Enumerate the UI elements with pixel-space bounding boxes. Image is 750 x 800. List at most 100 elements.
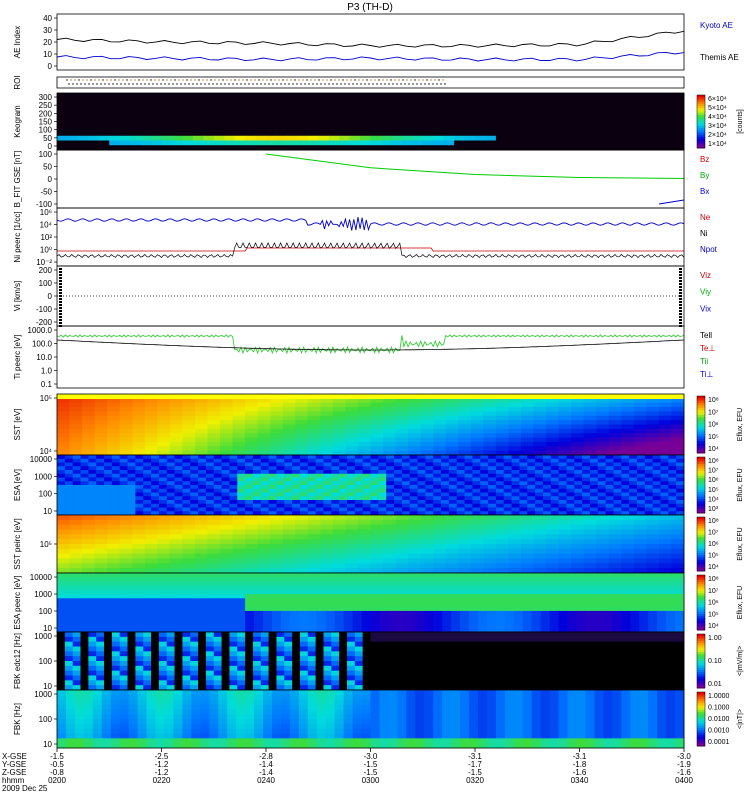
heatmap-cell (57, 473, 66, 478)
heatmap-cell (483, 558, 497, 564)
heatmap-cell (652, 131, 664, 137)
heatmap-cell (65, 619, 76, 624)
heatmap-cell (316, 573, 327, 578)
heatmap-cell (119, 615, 130, 620)
heatmap-cell (361, 606, 371, 612)
heatmap-cell (232, 402, 246, 408)
heatmap-cell (362, 492, 371, 497)
heatmap-cell (458, 441, 472, 447)
heatmap-cell (485, 93, 497, 99)
heatmap-cell (221, 632, 230, 638)
heatmap-cell (594, 606, 604, 612)
heatmap-cell (144, 563, 158, 569)
heatmap-cell (295, 529, 309, 535)
heatmap-cell (57, 433, 70, 438)
heatmap-cell (652, 488, 661, 493)
heatmap-cell (362, 500, 371, 505)
heatmap-cell (224, 131, 236, 137)
ytick-label: 10⁻² (36, 258, 52, 267)
heatmap-cell (433, 500, 442, 505)
heatmap-cell (271, 589, 282, 595)
heatmap-cell (666, 602, 676, 608)
heatmap-cell (370, 558, 384, 564)
ytick-label: -200 (36, 318, 53, 327)
heatmap-cell (394, 500, 403, 505)
heatmap-cell (339, 116, 350, 122)
heatmap-cell (483, 515, 497, 521)
heatmap-cell (433, 446, 447, 452)
heatmap-cell (388, 589, 398, 595)
heatmap-cell (370, 515, 384, 521)
heatmap-cell (182, 623, 192, 629)
ytick-label: 0 (48, 175, 53, 184)
heatmap-cell (456, 477, 465, 482)
legend-temperature: Te⊥ (700, 344, 715, 353)
heatmap-cell (408, 420, 422, 425)
heatmap-cell (282, 437, 296, 443)
heatmap-cell (220, 568, 233, 574)
heatmap-cell (660, 636, 669, 643)
heatmap-cell (166, 511, 175, 516)
heatmap-cell (354, 503, 364, 508)
legend-density: Ne (700, 213, 711, 222)
heatmap-cell (415, 585, 425, 591)
ytick-label: 50 (43, 134, 52, 143)
heatmap-cell (174, 466, 183, 471)
colorbar-cell (697, 445, 705, 449)
heatmap-cell (192, 102, 204, 108)
heatmap-cell (339, 636, 348, 643)
heatmap-cell (119, 496, 128, 501)
heatmap-cell (57, 610, 67, 616)
heatmap-cell (569, 93, 580, 99)
heatmap-cell (111, 636, 121, 643)
heatmap-cell (537, 93, 549, 99)
heatmap-cell (266, 93, 277, 99)
heatmap-cell (263, 589, 273, 595)
heatmap-cell (511, 632, 520, 638)
roi-dot (142, 79, 144, 81)
heatmap-cell (307, 623, 318, 629)
heatmap-cell (207, 524, 221, 530)
heatmap-cell (663, 121, 674, 127)
heatmap-cell (343, 602, 353, 608)
heatmap-cell (151, 500, 160, 505)
colorbar-cell (697, 400, 705, 404)
heatmap-cell (448, 485, 458, 490)
heatmap-cell (360, 145, 371, 151)
heatmap-cell (151, 455, 160, 460)
heatmap-cell (316, 577, 327, 582)
heatmap-cell (379, 610, 389, 616)
heatmap-cell (220, 539, 233, 545)
heatmap-cell (182, 428, 196, 434)
heatmap-cell (331, 511, 340, 516)
heatmap-cell (383, 424, 396, 430)
heatmap-cell (299, 496, 309, 501)
heatmap-cell (151, 632, 160, 638)
heatmap-cell (533, 446, 547, 452)
heatmap-cell (513, 606, 524, 612)
colorbar-cell (697, 422, 705, 425)
heatmap-cell (388, 602, 398, 608)
heatmap-cell (395, 407, 409, 412)
heatmap-cell (612, 615, 622, 620)
heatmap-cell (207, 539, 221, 545)
heatmap-cell (630, 602, 640, 608)
edge-marker (679, 307, 682, 309)
heatmap-cell (295, 437, 309, 443)
heatmap-cell (424, 623, 434, 629)
heatmap-cell (657, 585, 667, 591)
heatmap-cell (270, 548, 284, 555)
heatmap-cell (527, 97, 539, 103)
heatmap-cell (415, 610, 425, 616)
heatmap-cell (289, 589, 300, 595)
colorbar-tick: 4×10⁴ (708, 114, 727, 121)
heatmap-cell (132, 398, 146, 404)
heatmap-cell (475, 107, 486, 113)
heatmap-cell (307, 473, 317, 478)
heatmap-cell (339, 145, 350, 151)
heatmap-cell (88, 145, 100, 151)
heatmap-cell (621, 553, 635, 559)
heatmap-cell (245, 511, 254, 516)
heatmap-cell (221, 641, 230, 647)
heatmap-cell (511, 466, 520, 471)
